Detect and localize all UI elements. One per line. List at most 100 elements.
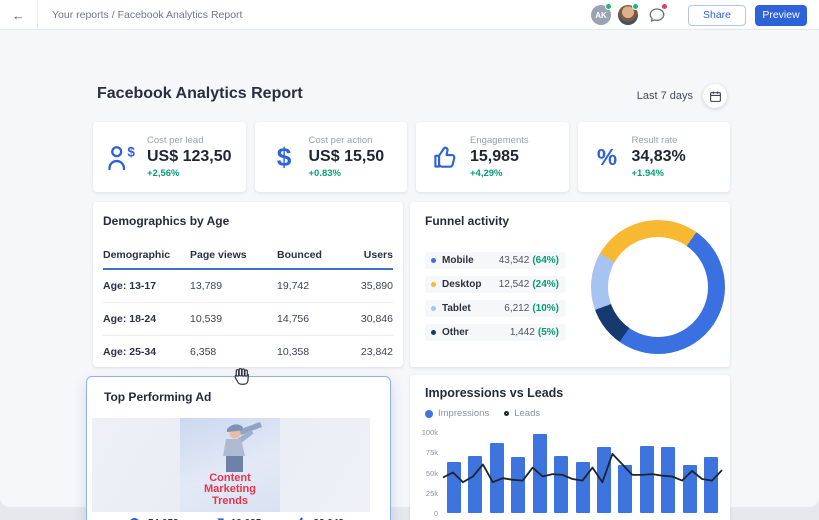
legend-label: Other	[442, 327, 469, 338]
legend-dot-icon	[431, 330, 436, 335]
leads-line	[442, 452, 723, 484]
kpi-card-cost-per-lead[interactable]: $ Cost per lead US$ 123,50 +2,56%	[93, 122, 246, 192]
x-tick-label: 12	[679, 518, 701, 520]
legend-item-leads: Leads	[504, 408, 540, 419]
kpi-value: US$ 15,50	[308, 148, 385, 165]
x-tick-label: 09	[614, 518, 636, 520]
funnel-legend-item: Mobile 43,542 (64%)	[425, 252, 566, 269]
y-tick-label: 75k	[425, 448, 438, 458]
svg-text:$: $	[127, 144, 135, 159]
table-row: Age: 18-24 10,539 14,756 30,846	[103, 303, 393, 336]
person-dollar-icon: $	[107, 144, 135, 170]
table-cell: 14,756	[277, 313, 310, 325]
top-performing-ad-card[interactable]: Top Performing Ad Content Marketing T	[86, 368, 391, 520]
bar	[704, 457, 719, 513]
chart-title: Imporessions vs Leads	[425, 386, 564, 400]
kpi-change: +1.94%	[631, 168, 665, 179]
legend-value: 6,212	[504, 303, 530, 314]
donut-hole	[608, 237, 708, 337]
y-tick-label: 25k	[425, 488, 438, 498]
legend-dot-icon	[431, 282, 436, 287]
funnel-legend-item: Other 1,442 (5%)	[425, 324, 566, 341]
impressions-vs-leads-panel: Imporessions vs Leads Impressions Leads …	[410, 375, 730, 520]
svg-text:$: $	[276, 142, 291, 172]
funnel-legend: Mobile 43,542 (64%) Desktop 12,542 (24%) Table…	[425, 252, 566, 348]
legend-dot-icon	[431, 306, 436, 311]
funnel-title: Funnel activity	[425, 214, 510, 228]
table-cell: 35,890	[360, 280, 393, 292]
x-tick-label: 13	[700, 518, 722, 520]
legend-percent: (24%)	[532, 279, 559, 290]
y-tick-label: 100k	[421, 428, 438, 437]
table-cell: 13,789	[190, 280, 223, 292]
table-cell: Age: 18-24	[103, 313, 157, 325]
table-cell: 10,539	[190, 313, 223, 325]
date-range-label: Last 7 days	[636, 90, 693, 102]
table-cell: 23,842	[360, 346, 393, 358]
bar	[511, 457, 526, 513]
x-tick-label: 02	[464, 518, 486, 520]
calendar-button[interactable]	[703, 84, 727, 108]
kpi-card-cost-per-action[interactable]: $ Cost per action US$ 15,50 +0.83%	[254, 122, 407, 192]
legend-label: Leads	[514, 408, 541, 419]
chat-bubble-icon	[649, 8, 665, 22]
breadcrumb[interactable]: Your reports / Facebook Analytics Report	[52, 9, 243, 21]
ad-stat-value: 19,035	[231, 518, 262, 520]
legend-label: Impressions	[438, 408, 490, 419]
legend-percent: (5%)	[537, 327, 559, 338]
kpi-value: 15,985	[470, 148, 519, 165]
legend-dot-icon	[431, 258, 436, 263]
share-button[interactable]: Share	[688, 4, 746, 26]
ad-stat-value: 32,043	[313, 518, 344, 520]
bar	[489, 443, 504, 513]
online-status-dot	[632, 3, 639, 10]
ad-card-title: Top Performing Ad	[104, 390, 212, 404]
kpi-label: Engagements	[470, 135, 529, 146]
kpi-value: US$ 123,50	[147, 148, 232, 165]
calendar-icon	[709, 91, 721, 102]
svg-text:%: %	[596, 144, 616, 170]
kpi-card-engagements[interactable]: Engagements 15,985 +4,29%	[416, 122, 569, 192]
bar	[554, 456, 569, 513]
x-tick-label: 04	[507, 518, 529, 520]
kpi-label: Cost per lead	[147, 135, 204, 146]
avatar[interactable]: AK	[591, 3, 612, 25]
report-canvas: Facebook Analytics Report Last 7 days $	[0, 30, 819, 520]
table-row: Age: 13-17 13,789 19,742 35,890	[103, 270, 393, 303]
table-header-row: Demographic Page views Bounced Users	[103, 249, 393, 270]
leads-ring-icon	[504, 411, 510, 416]
avatar[interactable]	[618, 3, 639, 25]
legend-value: 1,442	[509, 327, 535, 338]
kpi-row: $ Cost per lead US$ 123,50 +2,56% $ Cost…	[93, 122, 730, 192]
ad-creative-image: Content Marketing Trends	[180, 418, 280, 512]
ad-stat-likes: 32,043	[294, 517, 344, 520]
kpi-change: +0.83%	[308, 168, 342, 179]
topbar: ← Your reports / Facebook Analytics Repo…	[0, 0, 819, 30]
x-tick-label: 07	[572, 518, 594, 520]
grab-hand-cursor-icon	[232, 366, 253, 392]
demographics-table-body: Age: 13-17 13,789 19,742 35,890 Age: 18-24 10…	[103, 270, 393, 367]
table-cell: Age: 13-17	[103, 280, 157, 292]
funnel-legend-item: Desktop 12,542 (24%)	[425, 276, 566, 293]
legend-percent: (64%)	[532, 255, 559, 266]
legend-label: Desktop	[442, 279, 482, 290]
notification-dot	[661, 3, 668, 10]
kpi-card-result-rate[interactable]: % Result rate 34,83% +1.94%	[577, 122, 730, 192]
x-tick-label: 11	[657, 518, 679, 520]
legend-value: 12,542	[498, 279, 530, 290]
column-header: Demographic	[103, 249, 171, 261]
x-tick-label: 08	[593, 518, 615, 520]
bar-line-chart	[442, 432, 723, 513]
demographics-panel: Demographics by Age Demographic Page vie…	[93, 202, 403, 367]
ad-stat-value: 54,053	[148, 518, 179, 520]
legend-label: Mobile	[442, 255, 474, 266]
x-tick-label: 05	[529, 518, 551, 520]
preview-button[interactable]: Preview	[755, 4, 807, 26]
chart-legend: Impressions Leads	[425, 408, 540, 419]
comments-button[interactable]	[648, 3, 668, 24]
back-button[interactable]: ←	[0, 0, 38, 30]
table-cell: 19,742	[277, 280, 310, 292]
online-status-dot	[605, 3, 612, 10]
ad-preview-strip: Content Marketing Trends	[92, 418, 370, 512]
